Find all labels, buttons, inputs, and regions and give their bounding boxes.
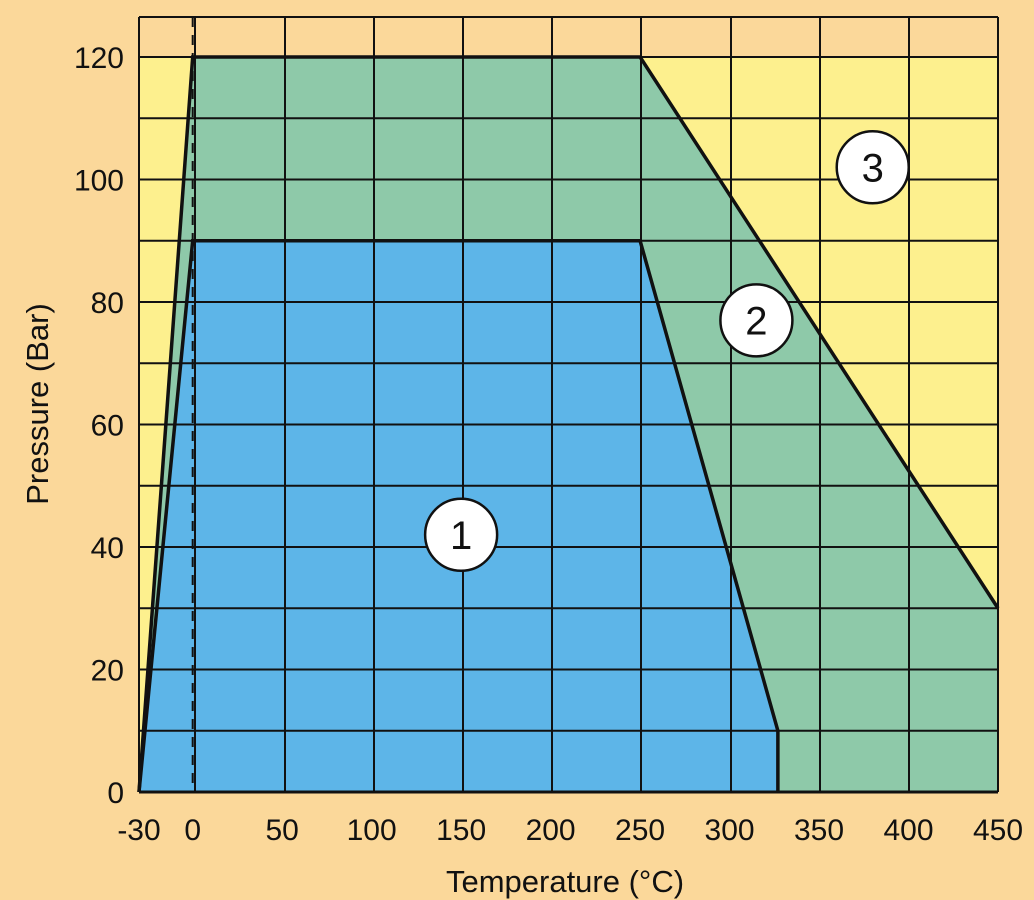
x-tick-label: -30 [117,814,160,847]
grid [138,16,999,793]
x-tick-label: 250 [615,814,665,847]
y-tick-label: 120 [74,42,124,75]
region-marker-label: 2 [745,299,767,343]
x-tick-label: 0 [184,814,201,847]
x-tick-label: 150 [436,814,486,847]
region-marker-label: 3 [862,146,884,190]
x-tick-label: 50 [265,814,298,847]
y-tick-label: 40 [91,532,124,565]
y-tick-label: 0 [107,777,124,810]
x-tick-label: 350 [794,814,844,847]
x-tick-label: 200 [526,814,576,847]
region-marker-label: 1 [450,514,472,558]
region-marker-circle [423,497,499,572]
x-tick-label: 450 [973,814,1023,847]
region-marker-circle [719,283,794,358]
region-boundary [137,55,1000,793]
x-tick-label: 300 [705,814,755,847]
y-tick-label: 60 [91,410,124,443]
y-axis-title: Pressure (Bar) [20,303,55,505]
y-tick-label: 20 [91,655,124,688]
region-marker-circle [835,130,910,205]
x-tick-label: 100 [347,814,397,847]
region-boundaries [137,55,1000,794]
x-tick-label: 400 [883,814,933,847]
region-boundary [137,239,780,793]
y-tick-label: 100 [74,165,124,198]
x-axis-title: Temperature (°C) [446,864,684,899]
y-tick-label: 80 [91,287,124,320]
x-axis-ticks: -30 0 50 100 150 200 250 300 350 400 450 [117,814,1023,847]
y-axis-ticks: 0 20 40 60 80 100 120 [74,42,124,810]
region-markers: 1 2 3 [423,130,910,572]
